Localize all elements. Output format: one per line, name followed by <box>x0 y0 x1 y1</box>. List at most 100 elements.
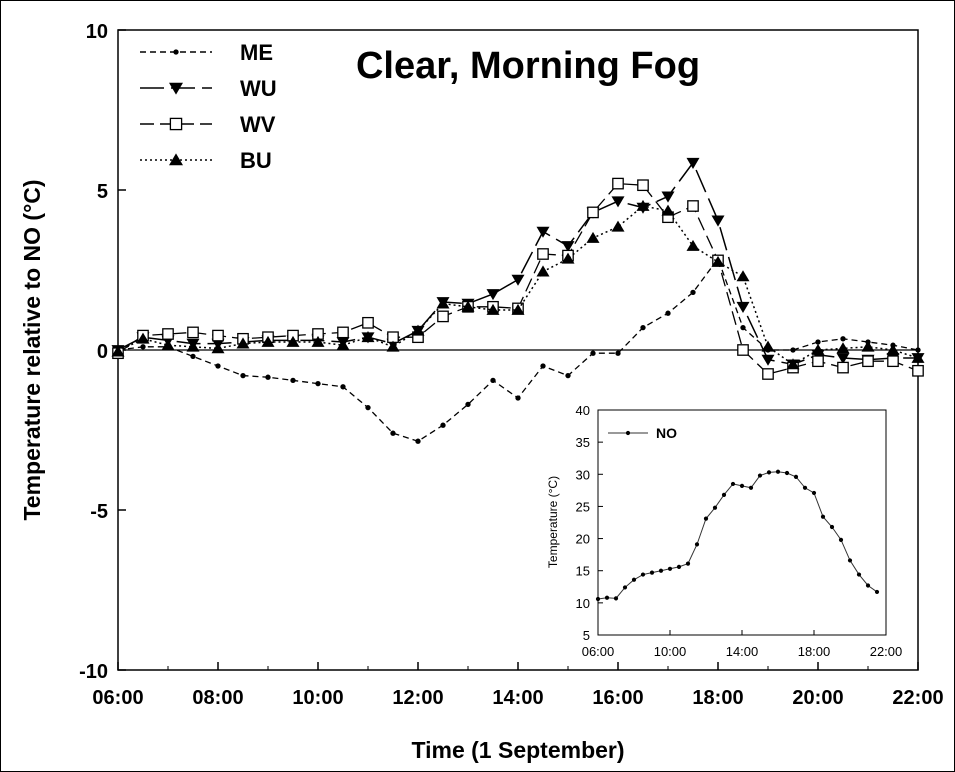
data-point-bu <box>611 220 625 232</box>
data-point-me <box>640 324 646 331</box>
y-tick-label: 5 <box>97 181 108 203</box>
data-point-me <box>290 377 296 384</box>
data-point-me <box>490 377 496 384</box>
data-point-wu <box>736 301 750 313</box>
legend-label: WV <box>240 112 276 137</box>
data-point-me <box>815 339 821 345</box>
data-point-bu <box>211 342 225 354</box>
inset-plot-area <box>597 409 887 636</box>
inset-legend-label: NO <box>656 425 677 441</box>
inset-series-no <box>595 469 880 602</box>
data-point-bu <box>786 358 800 370</box>
data-point-me <box>590 350 596 356</box>
inset-legend-marker <box>625 430 631 436</box>
data-point-me <box>315 380 321 387</box>
inset-y-tick-label: 10 <box>576 596 590 611</box>
inset-data-point <box>856 572 862 577</box>
inset-data-point <box>730 481 736 487</box>
inset-data-point <box>685 561 691 566</box>
inset-data-point <box>748 485 754 490</box>
inset-data-point <box>739 483 745 488</box>
data-point-wu <box>611 196 625 208</box>
inset-data-point <box>613 596 619 601</box>
inset-data-point <box>640 572 646 577</box>
series-bu <box>111 199 925 370</box>
data-point-wu <box>511 274 525 286</box>
inset-y-tick-label: 40 <box>576 403 590 418</box>
x-tick-label: 18:00 <box>692 687 743 709</box>
inset-data-point <box>721 492 727 497</box>
x-tick-label: 16:00 <box>592 687 643 709</box>
inset-data-point <box>793 474 799 479</box>
inset-legend-item: NO <box>608 425 677 441</box>
legend-marker-wu <box>169 82 183 95</box>
data-point-me <box>415 438 421 444</box>
x-tick-label: 06:00 <box>92 687 143 709</box>
data-point-bu <box>186 340 200 352</box>
data-point-bu <box>311 335 325 347</box>
legend-marker-wv <box>169 117 183 131</box>
data-point-bu <box>536 265 550 277</box>
x-tick-label: 08:00 <box>192 687 243 709</box>
data-point-wv <box>887 355 899 368</box>
data-point-bu <box>161 339 175 351</box>
inset-x-tick-label: 14:00 <box>726 644 759 659</box>
inset-data-point <box>703 516 709 521</box>
data-point-bu <box>136 332 150 344</box>
data-point-bu <box>811 343 825 355</box>
data-point-wv <box>687 200 699 212</box>
data-point-wv <box>362 316 374 329</box>
inset-y-tick-label: 30 <box>576 467 590 482</box>
data-point-bu <box>386 340 400 352</box>
data-point-wu <box>561 241 575 253</box>
inset-data-point <box>658 568 664 573</box>
inset-data-point <box>712 505 718 510</box>
data-point-bu <box>286 335 300 347</box>
inset-data-point <box>676 564 682 569</box>
legend-label: BU <box>240 148 272 173</box>
inset-data-point <box>766 470 772 475</box>
legend-marker-me <box>173 49 179 55</box>
y-tick-label: 0 <box>97 341 108 363</box>
inset-y-tick-label: 35 <box>576 435 590 450</box>
data-point-wv <box>437 310 449 323</box>
legend-item-wv: WV <box>140 112 276 137</box>
data-point-wu <box>836 353 850 365</box>
data-point-wv <box>537 248 549 260</box>
inset-y-tick-label: 20 <box>576 532 590 547</box>
y-tick-label: -5 <box>90 501 108 523</box>
series-wu <box>111 157 925 371</box>
legend-label: ME <box>240 40 273 65</box>
inset-data-point <box>757 473 763 478</box>
inset-data-point <box>838 537 844 542</box>
inset-data-point <box>604 595 610 600</box>
inset-y-axis-label: Temperature (°C) <box>546 476 560 568</box>
y-axis-label: Temperature relative to NO (°C) <box>19 179 45 520</box>
x-tick-label: 20:00 <box>792 687 843 709</box>
data-point-wv <box>337 326 349 339</box>
data-point-bu <box>686 239 700 251</box>
data-point-bu <box>861 340 875 352</box>
inset-data-point <box>622 585 628 590</box>
data-point-bu <box>736 270 750 282</box>
data-point-wv <box>612 177 624 190</box>
data-point-wu <box>536 226 550 238</box>
data-point-me <box>140 344 146 350</box>
inset-y-tick-label: 25 <box>576 499 590 514</box>
data-point-me <box>840 336 846 342</box>
data-point-me <box>665 310 671 316</box>
inset-data-point <box>667 566 673 571</box>
inset-data-point <box>694 542 700 547</box>
x-tick-label: 22:00 <box>892 687 943 709</box>
data-point-bu <box>561 252 575 264</box>
data-point-wu <box>486 289 500 301</box>
inset-data-point <box>595 596 601 602</box>
inset-x-tick-label: 18:00 <box>798 644 831 659</box>
data-point-wv <box>912 364 924 377</box>
data-point-wu <box>761 354 775 366</box>
data-point-bu <box>711 255 725 267</box>
legend-item-wu: WU <box>140 76 277 101</box>
legend-label: WU <box>240 76 277 101</box>
data-point-me <box>565 372 571 379</box>
data-point-wv <box>812 355 824 368</box>
